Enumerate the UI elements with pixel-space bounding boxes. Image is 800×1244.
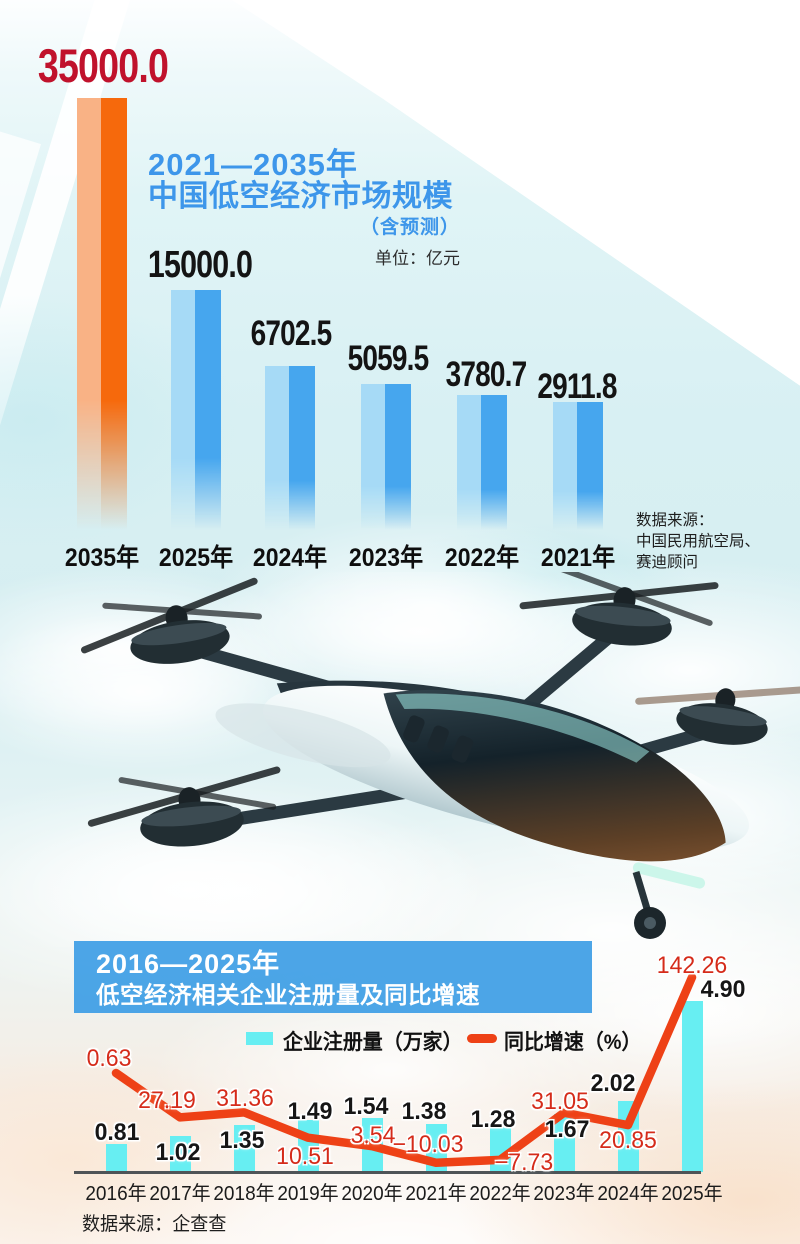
line-value-label: 3.54 <box>350 1122 396 1149</box>
category-label: 2016年 <box>85 1183 147 1205</box>
top-chart-source: 数据来源： 中国民用航空局、 赛迪顾问 <box>636 510 760 573</box>
category-label: 2022年 <box>469 1183 531 1205</box>
bar-category-label: 2022年 <box>444 544 520 572</box>
line-value-label: −7.73 <box>494 1149 554 1176</box>
legend-bar-swatch <box>246 1032 273 1045</box>
line-value-label: 31.36 <box>216 1085 274 1112</box>
top-chart-title-line2: 中国低空经济市场规模 <box>148 180 453 214</box>
bar-2035年 <box>77 98 127 530</box>
bar-value-label: 1.38 <box>401 1098 447 1125</box>
registration-bar-2016年 <box>105 1143 127 1172</box>
fuselage <box>215 680 750 889</box>
top-chart-title-line1: 2021—2035年 <box>148 147 358 182</box>
category-label: 2021年 <box>405 1183 467 1205</box>
bar-category-label: 2035年 <box>64 544 140 572</box>
bar-2025年 <box>171 290 221 530</box>
source-line: 中国民用航空局、 <box>636 533 761 550</box>
category-label: 2024年 <box>597 1183 659 1205</box>
bar-value-label: 2.02 <box>590 1070 636 1097</box>
bar-value-label: 15000.0 <box>147 244 253 286</box>
evtol-aircraft-illustration <box>0 572 800 947</box>
line-value-label: 0.63 <box>86 1045 132 1072</box>
landing-gear <box>632 870 666 939</box>
category-label: 2018年 <box>213 1183 275 1205</box>
bar-category-label: 2023年 <box>348 544 424 572</box>
bar-value-label: 2911.8 <box>537 367 617 406</box>
legend-line-swatch <box>467 1034 497 1043</box>
line-value-label: 10.51 <box>276 1143 334 1170</box>
top-chart-subtitle: （含预测） <box>359 216 460 238</box>
line-value-label: 142.26 <box>656 952 728 979</box>
bar-value-label: 0.81 <box>94 1119 140 1146</box>
bar-value-label: 1.02 <box>155 1139 201 1166</box>
line-value-label: −10.03 <box>392 1131 464 1158</box>
line-value-label: 27.19 <box>138 1087 196 1114</box>
bottom-chart-title-banner: 2016—2025年 低空经济相关企业注册量及同比增速 <box>74 941 592 1013</box>
bar-category-label: 2021年 <box>540 544 616 572</box>
line-value-label: 31.05 <box>531 1088 589 1115</box>
source-line: 数据来源： <box>636 512 714 529</box>
bar-2024年 <box>265 366 315 530</box>
bar-value-label: 1.54 <box>343 1093 389 1120</box>
top-chart-unit-label: 单位：亿元 <box>375 249 460 269</box>
bar-category-label: 2024年 <box>252 544 328 572</box>
bar-value-label: 1.28 <box>470 1106 516 1133</box>
bar-value-label: 35000.0 <box>37 39 169 92</box>
source-line: 赛迪顾问 <box>636 554 699 571</box>
top-chart-title-block: 2021—2035年 中国低空经济市场规模 （含预测） 单位：亿元 <box>148 148 460 269</box>
bar-2021年 <box>553 402 603 530</box>
rotor-pods <box>80 572 800 847</box>
bar-2022年 <box>457 395 507 530</box>
category-label: 2017年 <box>149 1183 211 1205</box>
bar-value-label: 1.35 <box>219 1127 265 1154</box>
bottom-chart-title-line1: 2016—2025年 <box>96 949 281 979</box>
category-label: 2025年 <box>661 1183 723 1205</box>
bottom-chart-axis-line <box>74 1171 701 1174</box>
bar-value-label: 1.67 <box>544 1116 590 1143</box>
legend-line-label: 同比增速（%） <box>504 1031 642 1054</box>
category-label: 2019年 <box>277 1183 339 1205</box>
bar-value-label: 1.49 <box>287 1098 333 1125</box>
category-label: 2020年 <box>341 1183 403 1205</box>
legend-bar-label: 企业注册量（万家） <box>283 1031 463 1054</box>
bar-value-label: 5059.5 <box>347 339 430 378</box>
category-label: 2023年 <box>533 1183 595 1205</box>
bar-value-label: 4.90 <box>700 976 746 1003</box>
line-value-label: 20.85 <box>599 1127 657 1154</box>
bottom-chart-source: 数据来源：企查查 <box>82 1214 227 1235</box>
bar-category-label: 2025年 <box>158 544 234 572</box>
bar-value-label: 3780.7 <box>445 355 528 394</box>
bar-2023年 <box>361 384 411 530</box>
bar-value-label: 6702.5 <box>250 314 333 353</box>
bottom-chart-title-line2: 低空经济相关企业注册量及同比增速 <box>96 981 480 1008</box>
